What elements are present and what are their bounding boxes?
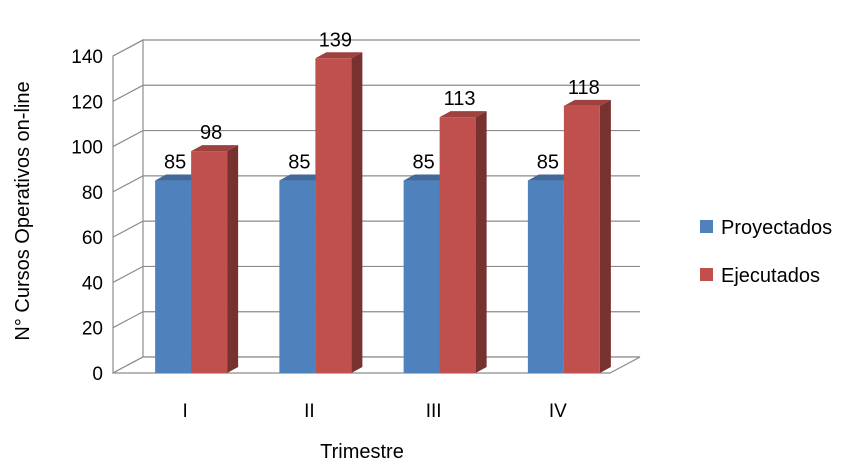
data-label-ejecutados-ii: 139: [319, 29, 352, 51]
y-tick-label: 20: [82, 319, 103, 340]
gridlines: [112, 39, 640, 374]
y-axis-title: N° Cursos Operativos on-line: [12, 81, 34, 340]
y-axis-ticks: 0 20 40 60 80 100 120 140: [71, 47, 103, 385]
x-axis-title: Trimestre: [320, 441, 404, 460]
bar-front-face: [315, 58, 352, 374]
x-tick-label: III: [426, 401, 442, 422]
bar-front-face: [439, 117, 476, 373]
y-tick-label: 120: [71, 92, 103, 113]
data-label-proyectados-ii: 85: [288, 152, 310, 174]
chart-walls: [112, 39, 144, 374]
data-label-proyectados-i: 85: [164, 152, 186, 174]
data-label-ejecutados-iv: 118: [568, 77, 600, 99]
y-tick-label: 100: [71, 138, 103, 159]
bar-side-face: [475, 111, 487, 373]
side-wall: [112, 39, 144, 374]
legend-swatch: [700, 268, 713, 281]
legend-item-proyectados: Proyectados: [700, 217, 832, 239]
bar-ejecutados-i: [191, 145, 239, 373]
bar-top-face: [439, 111, 487, 118]
data-label-ejecutados-i: 98: [200, 122, 222, 144]
x-tick-label: I: [182, 401, 187, 422]
gridline: [112, 84, 640, 102]
bar-top-face: [191, 145, 239, 152]
data-label-proyectados-iii: 85: [413, 152, 435, 174]
bar-side-face: [599, 99, 611, 374]
bar-front-face: [563, 105, 600, 374]
bar-top-face: [155, 174, 203, 181]
bar-front-face: [403, 180, 440, 373]
bar-front-face: [155, 180, 192, 373]
bar-top-face: [403, 174, 451, 181]
bar-ejecutados-iii: [439, 111, 487, 373]
bar-top-face: [527, 174, 575, 181]
bar-top-face: [279, 174, 327, 181]
bar-side-face: [351, 52, 363, 374]
gridline: [112, 129, 640, 148]
bars: [155, 52, 611, 374]
bar-top-face: [315, 52, 363, 59]
y-tick-label: 80: [82, 183, 103, 204]
bar-side-face: [227, 145, 239, 373]
bar-ejecutados-iv: [563, 99, 611, 374]
data-labels: 85 98 85 139 85 113 85 118: [164, 29, 600, 173]
bar-ejecutados-ii: [315, 52, 363, 374]
y-tick-label: 140: [71, 47, 103, 68]
x-axis-ticks: I II III IV: [182, 401, 567, 422]
y-tick-label: 0: [92, 364, 103, 385]
x-tick-label: II: [304, 401, 315, 422]
x-tick-label: IV: [549, 401, 567, 422]
bar-front-face: [191, 151, 228, 373]
legend: Proyectados Ejecutados: [700, 217, 832, 287]
legend-label: Ejecutados: [721, 265, 820, 287]
legend-item-ejecutados: Ejecutados: [700, 265, 820, 287]
data-label-proyectados-iv: 85: [537, 152, 559, 174]
legend-swatch: [700, 220, 713, 233]
gridline: [112, 39, 640, 57]
bar-front-face: [527, 180, 564, 373]
bar-front-face: [279, 180, 316, 373]
legend-label: Proyectados: [721, 217, 832, 239]
y-tick-label: 60: [82, 228, 103, 249]
y-tick-label: 40: [82, 273, 103, 294]
bar-top-face: [563, 99, 611, 106]
data-label-ejecutados-iii: 113: [444, 88, 476, 110]
